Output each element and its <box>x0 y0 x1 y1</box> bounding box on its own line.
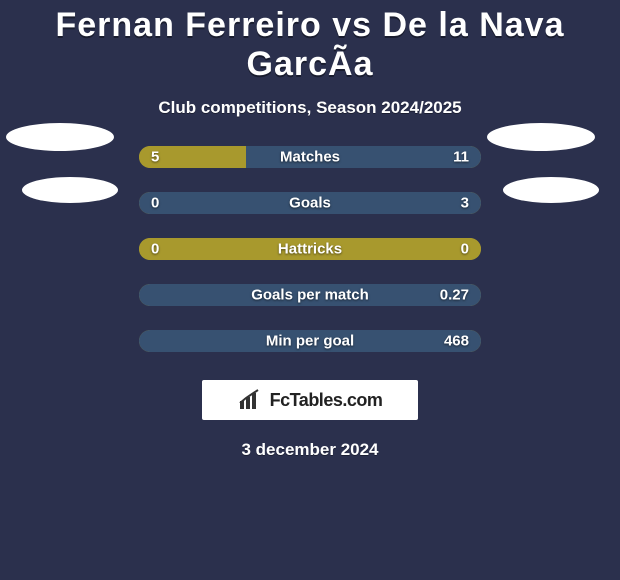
stat-label: Goals per match <box>251 287 369 304</box>
stat-label: Min per goal <box>266 333 354 350</box>
logo-text: FcTables.com <box>270 390 383 411</box>
right-value: 3 <box>461 195 469 212</box>
right-value: 11 <box>453 149 469 166</box>
bar-chart-icon <box>238 389 264 411</box>
stat-bar: 0.27 Goals per match <box>139 284 481 306</box>
left-value: 0 <box>151 241 159 258</box>
decorative-ellipse <box>22 177 118 203</box>
stat-row: 0.27 Goals per match <box>0 284 620 306</box>
stat-bar: 468 Min per goal <box>139 330 481 352</box>
subtitle: Club competitions, Season 2024/2025 <box>0 98 620 118</box>
stat-label: Goals <box>289 195 331 212</box>
stat-bar: 0 0 Hattricks <box>139 238 481 260</box>
stat-row: 468 Min per goal <box>0 330 620 352</box>
decorative-ellipse <box>6 123 114 151</box>
stat-label: Matches <box>280 149 340 166</box>
stat-row: 0 0 Hattricks <box>0 238 620 260</box>
right-value: 0 <box>461 241 469 258</box>
comparison-chart: 5 11 Matches 0 3 Goals 0 0 Hattricks 0.27 Goals pe… <box>0 146 620 352</box>
decorative-ellipse <box>503 177 599 203</box>
decorative-ellipse <box>487 123 595 151</box>
left-value: 0 <box>151 195 159 212</box>
page-title: Fernan Ferreiro vs De la Nava GarcÃ­a <box>0 0 620 84</box>
stat-label: Hattricks <box>278 241 342 258</box>
site-logo: FcTables.com <box>202 380 418 420</box>
stat-bar: 0 3 Goals <box>139 192 481 214</box>
left-value: 5 <box>151 149 159 166</box>
stat-bar: 5 11 Matches <box>139 146 481 168</box>
right-value: 468 <box>444 333 469 350</box>
date-line: 3 december 2024 <box>0 440 620 460</box>
right-value: 0.27 <box>440 287 469 304</box>
